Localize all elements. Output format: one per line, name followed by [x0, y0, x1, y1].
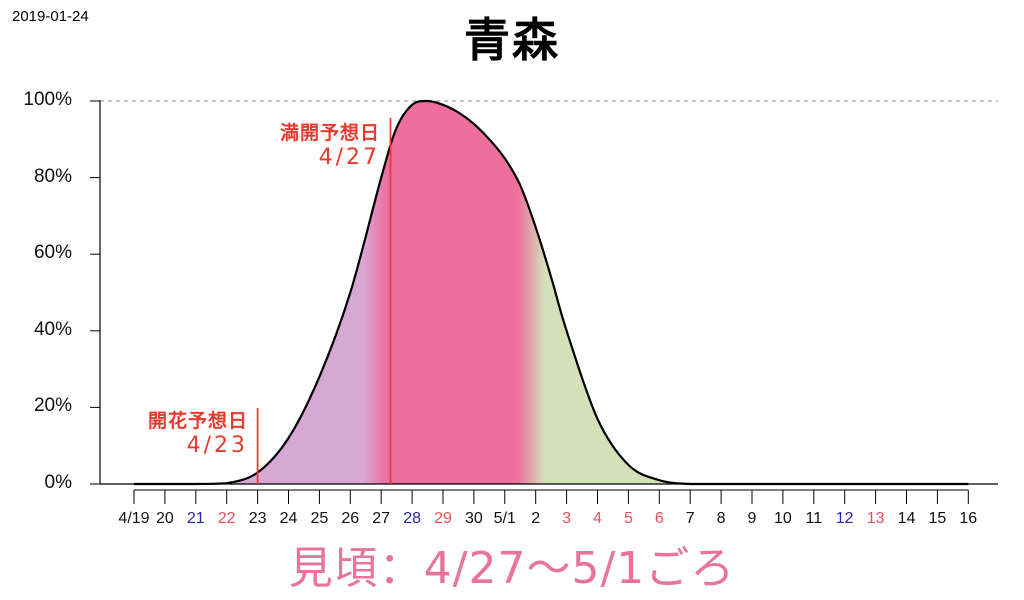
- x-axis-tick-label: 22: [217, 510, 236, 527]
- full-bloom-annotation-date: 4/27: [318, 145, 380, 170]
- full-bloom-annotation-label: 満開予想日: [279, 122, 380, 144]
- x-axis-tick-label: 12: [835, 510, 854, 527]
- x-axis-tick-label: 5: [623, 510, 633, 527]
- x-axis-tick-label: 29: [434, 510, 452, 527]
- chart-marker-layer: [256, 118, 392, 484]
- x-axis-tick-label: 3: [562, 510, 572, 527]
- x-axis-tick-label: 2: [531, 510, 541, 527]
- x-axis-tick-label: 5/1: [493, 510, 516, 527]
- x-axis-tick-label: 14: [897, 510, 916, 527]
- x-axis-tick-label: 8: [716, 510, 726, 527]
- x-axis-tick-label: 27: [372, 510, 391, 527]
- x-axis-tick-label: 13: [866, 510, 885, 527]
- x-axis-tick-label: 9: [747, 510, 757, 527]
- x-axis-tick-label: 26: [341, 510, 360, 527]
- chart-title: 青森: [464, 13, 560, 67]
- bloom-probability-area: [134, 100, 969, 485]
- bloom-annotation-date: 4/23: [186, 433, 248, 458]
- x-axis-tick-label: 28: [403, 510, 421, 527]
- x-axis-tick-label: 10: [773, 510, 792, 527]
- y-axis-tick-label: 20%: [33, 395, 72, 417]
- x-axis-tick-label: 25: [310, 510, 329, 527]
- full-bloom-annotation: 満開予想日 4/27: [234, 118, 380, 170]
- y-axis-tick-label: 0%: [44, 472, 72, 493]
- x-axis-tick-label: 4/19: [118, 510, 150, 527]
- bloom-annotation-label: 開花予想日: [147, 410, 248, 432]
- chart-area-layer: [134, 100, 969, 485]
- y-axis-tick-label: 100%: [23, 89, 72, 110]
- y-axis-tick-label: 60%: [33, 242, 72, 264]
- x-axis-tick-label: 23: [248, 510, 267, 527]
- x-axis-tick-label: 7: [685, 510, 695, 527]
- bloom-probability-curve: [133, 99, 969, 486]
- x-axis-tick-label: 6: [654, 510, 664, 527]
- y-axis-tick-label: 80%: [33, 165, 72, 187]
- x-axis-tick-label: 24: [279, 510, 298, 527]
- x-axis-tick-label: 21: [186, 510, 205, 527]
- chart-axis-layer: [90, 100, 998, 504]
- x-axis-tick-label: 20: [155, 510, 174, 527]
- chart-curve-layer: [133, 99, 969, 486]
- y-axis-tick-label: 40%: [33, 318, 72, 340]
- x-axis-tick-label: 11: [805, 510, 823, 527]
- bloom-annotation: 開花予想日 4/23: [104, 406, 248, 458]
- date-stamp: 2019-01-24: [12, 8, 89, 25]
- x-axis-tick-label: 30: [464, 510, 483, 527]
- x-axis-tick-label: 4: [593, 510, 602, 527]
- viewing-period-text: 見頃：4/27〜5/1ごろ: [288, 543, 736, 594]
- x-axis-tick-label: 16: [959, 510, 978, 527]
- x-axis-tick-label: 15: [928, 510, 947, 527]
